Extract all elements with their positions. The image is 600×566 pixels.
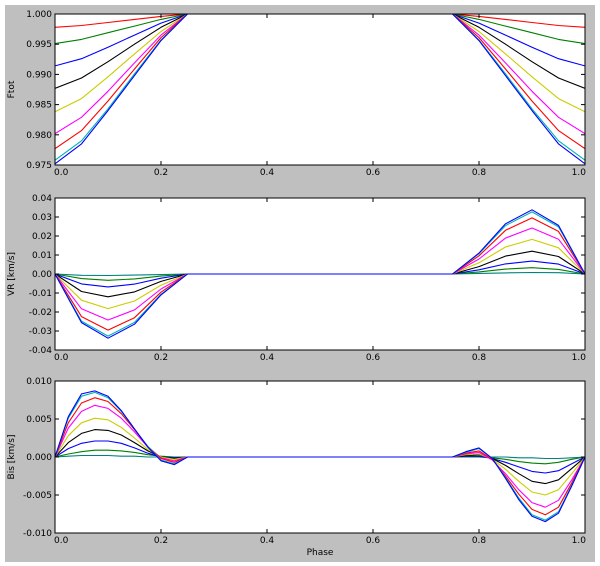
y-axis-label: VR [km/s] [7, 252, 17, 296]
x-tick-label: 0.4 [260, 353, 275, 363]
series-line-9 [55, 14, 585, 165]
y-tick-label: -0.010 [23, 529, 52, 539]
plot-area [55, 14, 585, 165]
x-tick-label: 0.2 [154, 168, 168, 178]
series-group [55, 14, 585, 165]
x-tick-label: 1.0 [572, 536, 587, 546]
y-tick-label: 0.005 [26, 415, 52, 425]
y-tick-label: -0.01 [29, 289, 52, 299]
y-tick-label: 0.03 [32, 213, 52, 223]
x-tick-label: 0.4 [260, 536, 275, 546]
y-tick-label: -0.02 [29, 308, 52, 318]
series-group [55, 209, 585, 339]
x-tick-label: 0.8 [472, 168, 487, 178]
plot-frame [54, 13, 586, 166]
x-tick-label: 1.0 [572, 168, 587, 178]
x-tick-label: 1.0 [572, 353, 587, 363]
series-line-7 [55, 14, 585, 150]
x-axis-label: Phase [307, 548, 334, 558]
x-tick-label: 0.0 [54, 353, 69, 363]
y-tick-label: 0.995 [26, 40, 52, 50]
y-tick-label: 1.000 [26, 10, 52, 20]
y-tick-label: 0.990 [26, 70, 52, 80]
y-tick-label: 0.01 [32, 251, 52, 261]
panel-3: 0.0 0.2 0.4 0.6 0.8 1.0 -0.010 -0.005 0.000 0.005… [7, 377, 586, 558]
series-line-5 [55, 14, 585, 113]
panel-2: 0.0 0.2 0.4 0.6 0.8 1.0 -0.04 -0.03 -0.02 -0.01 0.… [7, 194, 586, 363]
x-tick-label: 0.8 [472, 353, 487, 363]
x-tick-label: 0.2 [154, 536, 168, 546]
series-line-9 [55, 209, 585, 339]
x-tick-label: 0.8 [472, 536, 487, 546]
series-group [55, 390, 585, 523]
y-tick-label: -0.03 [29, 327, 52, 337]
y-tick-label: 0.000 [26, 453, 52, 463]
panel-1: 0.0 0.2 0.4 0.6 0.8 1.0 0.975 0.980 0.985 0.990 0.… [7, 10, 586, 178]
x-tick-label: 0.4 [260, 168, 275, 178]
y-tick-label: 0.980 [26, 131, 52, 141]
x-tick-label: 0.6 [366, 536, 381, 546]
series-line-3 [55, 14, 585, 67]
series-line-9 [55, 390, 585, 523]
series-line-1 [55, 14, 585, 28]
y-tick-label: 0.00 [32, 270, 52, 280]
x-tick-label: 0.0 [54, 536, 69, 546]
series-line-8 [55, 14, 585, 161]
y-tick-label: -0.04 [29, 346, 53, 356]
series-line-6 [55, 14, 585, 135]
x-tick-label: 0.6 [366, 353, 381, 363]
series-line-2 [55, 14, 585, 45]
y-tick-label: 0.975 [26, 161, 52, 171]
series-line-4 [55, 14, 585, 89]
y-axis-label: Ftot [7, 80, 17, 98]
x-tick-label: 0.6 [366, 168, 381, 178]
y-tick-label: -0.005 [23, 491, 52, 501]
x-tick-label: 0.2 [154, 353, 168, 363]
y-axis-label: Bis [km/s] [7, 435, 17, 480]
y-tick-label: 0.02 [32, 232, 52, 242]
y-tick-label: 0.010 [26, 377, 52, 387]
y-tick-label: 0.04 [32, 194, 52, 204]
y-tick-label: 0.985 [26, 101, 52, 111]
x-tick-label: 0.0 [54, 168, 69, 178]
